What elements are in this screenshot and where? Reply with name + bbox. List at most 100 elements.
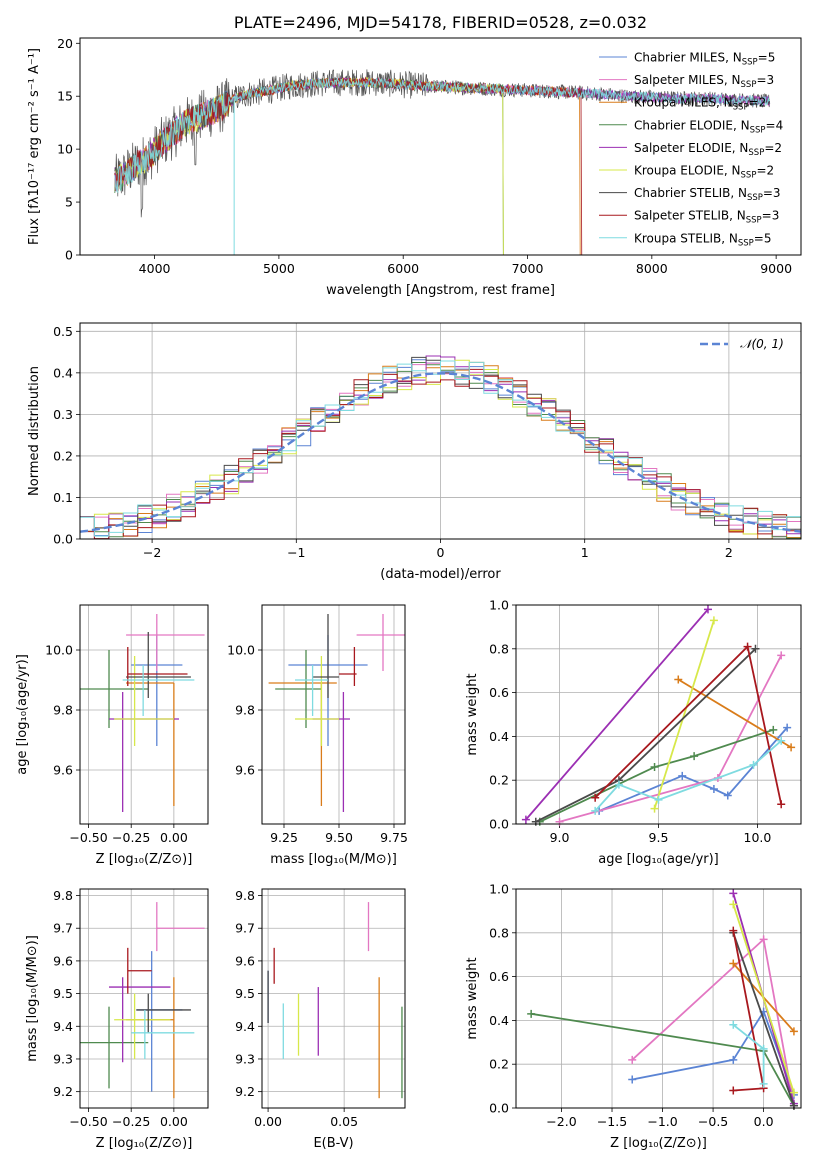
spectrum-plot-area xyxy=(114,69,771,255)
weight_vs_Z-y-tick-label: 1.0 xyxy=(489,882,509,897)
legend-entry-subscript: SSP xyxy=(741,171,757,181)
weight-point-marker xyxy=(749,760,758,769)
spectrum-y-tick-label: 15 xyxy=(57,89,73,104)
legend-entry: Kroupa ELODIE, NSSP=2 xyxy=(634,164,774,181)
legend-entry-label: Chabrier STELIB, N xyxy=(634,186,747,200)
spectrum-frame xyxy=(79,37,802,256)
mass_vs_ebv-y-tick-label: 9.5 xyxy=(235,986,255,1001)
spectrum-x-tick-label: 9000 xyxy=(760,261,792,276)
residual-histogram xyxy=(80,368,801,539)
weight-series-line xyxy=(732,932,795,1107)
legend-entry: Chabrier ELODIE, NSSP=4 xyxy=(634,118,783,135)
weight-point-marker xyxy=(789,1027,798,1036)
weight_vs_age-y-tick-label: 0.0 xyxy=(489,817,509,832)
mass_vs_Z-x-tick-label: 0.00 xyxy=(160,1114,188,1129)
weight-point-marker xyxy=(527,1009,536,1018)
residuals-plot-area xyxy=(80,355,801,539)
weight_vs_Z-frame xyxy=(515,888,802,1109)
weight_vs_age-y-tick-label: 0.8 xyxy=(489,641,509,656)
age_vs_Z-x-tick-label: 0.00 xyxy=(160,830,188,845)
spectrum-model-line xyxy=(114,76,771,193)
spectrum-title: PLATE=2496, MJD=54178, FIBERID=0528, z=0… xyxy=(234,13,647,32)
legend-entry-suffix: =3 xyxy=(762,209,780,223)
spectrum-x-tick-label: 7000 xyxy=(512,261,544,276)
mass_vs_Z-y-tick-label: 9.3 xyxy=(53,1051,73,1066)
weight-point-marker xyxy=(729,1055,738,1064)
weight_vs_age-x-axis-label: age [log₁₀(age/yr)] xyxy=(598,852,719,867)
weight_vs_age-frame xyxy=(515,604,802,825)
mass_vs_ebv-y-tick-label: 9.2 xyxy=(235,1084,255,1099)
spectrum-panel: 4000 5000 6000 7000 8000 9000 0 5 10 15 20 waveleng… xyxy=(27,13,802,298)
age_vs_Z-y-tick-label: 10.0 xyxy=(45,643,73,658)
spectrum-x-tick-label: 6000 xyxy=(387,261,419,276)
weight-point-marker xyxy=(674,675,683,684)
residuals-legend: 𝒩(0, 1) xyxy=(700,337,784,351)
age_vs_mass-x-tick-label: 9.50 xyxy=(325,830,353,845)
spectrum-x-axis-label: wavelength [Angstrom, rest frame] xyxy=(326,283,555,298)
weight_vs_Z-x-tick-label: −2.0 xyxy=(546,1114,576,1129)
weight-point-marker xyxy=(729,900,738,909)
residuals-x-tick-label: 1 xyxy=(581,545,589,560)
spectrum-y-tick-label: 0 xyxy=(65,248,73,263)
mass_vs_Z-y-tick-label: 9.2 xyxy=(53,1084,73,1099)
mass_vs_Z-x-tick-label: −0.50 xyxy=(69,1114,107,1129)
legend-entry: Salpeter ELODIE, NSSP=2 xyxy=(634,141,782,158)
weight_vs_Z-panel: −2.0 −1.5 −1.0 −0.5 0.0 0.0 0.2 0.4 0.6 0.8 1.0 Z [… xyxy=(465,882,802,1151)
weight-point-marker xyxy=(729,926,738,935)
mass_vs_Z-frame xyxy=(79,888,209,1109)
legend-entry-label: Salpeter STELIB, N xyxy=(634,209,746,223)
age_vs_mass-x-axis-label: mass [log₁₀(M/M⊙)] xyxy=(270,852,397,867)
legend-entry-suffix: =4 xyxy=(766,118,784,132)
weight-point-marker xyxy=(729,889,738,898)
mass_vs_ebv-y-tick-label: 9.6 xyxy=(235,953,255,968)
weight-point-marker xyxy=(678,771,687,780)
weight-series-line xyxy=(525,608,709,821)
spectrum-y-tick-label: 20 xyxy=(57,36,73,51)
legend-entry-label: Salpeter ELODIE, N xyxy=(634,141,748,155)
weight_vs_Z-x-axis-label: Z [log₁₀(Z/Z⊙)] xyxy=(610,1136,707,1151)
legend-entry-label: Kroupa STELIB, N xyxy=(634,231,738,245)
weight_vs_Z-y-tick-label: 0.6 xyxy=(489,969,509,984)
legend-entry-subscript: SSP xyxy=(741,80,757,90)
mass_vs_Z-x-tick-label: −0.25 xyxy=(112,1114,150,1129)
legend-entry-label: Chabrier MILES, N xyxy=(634,51,742,65)
age_vs_mass-plot-area xyxy=(268,614,405,812)
weight_vs_age-y-tick-label: 0.6 xyxy=(489,685,509,700)
mass_vs_Z-y-tick-label: 9.8 xyxy=(53,888,73,903)
age_vs_mass-y-tick-label: 10.0 xyxy=(227,643,255,658)
mass_vs_Z-y-axis-label: mass [log₁₀(M/M⊙)] xyxy=(25,935,40,1062)
residuals-panel: −2 −1 0 1 2 0.0 0.1 0.2 0.3 0.4 0.5 (data-model)/er… xyxy=(27,322,802,582)
residuals-x-tick-label: 2 xyxy=(725,545,733,560)
spectrum-x-tick-label: 4000 xyxy=(139,261,171,276)
age_vs_Z-panel: −0.50 −0.25 0.00 9.6 9.8 10.0 Z [log₁₀(Z/Z⊙)] a… xyxy=(15,604,209,867)
legend-entry-suffix: =5 xyxy=(758,51,776,65)
weight-point-marker xyxy=(759,1044,768,1053)
age_vs_Z-y-tick-label: 9.8 xyxy=(53,703,73,718)
weight-point-marker xyxy=(654,795,663,804)
residuals-y-axis-label: Normed distribution xyxy=(27,366,42,496)
weight-point-marker xyxy=(521,815,530,824)
legend-entry-subscript: SSP xyxy=(747,193,763,203)
residuals-frame xyxy=(79,322,802,540)
mass_vs_Z-y-tick-label: 9.7 xyxy=(53,921,73,936)
mass_vs_ebv-x-tick-label: 0.00 xyxy=(254,1114,282,1129)
mass_vs_Z-panel: −0.50 −0.25 0.00 9.2 9.3 9.4 9.5 9.6 9.7 9.8 Z [lo… xyxy=(25,888,209,1151)
residuals-y-tick-label: 0.4 xyxy=(53,365,73,380)
mass_vs_Z-plot-area xyxy=(80,902,205,1099)
weight-point-marker xyxy=(743,642,752,651)
legend-entry-suffix: =2 xyxy=(764,141,782,155)
weight-series-line xyxy=(677,678,792,749)
weight_vs_Z-y-tick-label: 0.8 xyxy=(489,925,509,940)
legend-entry-subscript: SSP xyxy=(733,103,749,113)
weight-point-marker xyxy=(591,793,600,802)
age_vs_Z-y-tick-label: 9.6 xyxy=(53,763,73,778)
age_vs_Z-frame xyxy=(79,604,209,825)
weight-series-line xyxy=(539,728,774,823)
legend-entry-label: Kroupa ELODIE, N xyxy=(634,164,741,178)
weight-point-marker xyxy=(787,743,796,752)
mass_vs_ebv-y-tick-label: 9.4 xyxy=(235,1019,255,1034)
legend-entry-subscript: SSP xyxy=(750,125,766,135)
legend-entry: Kroupa MILES, NSSP=2 xyxy=(634,96,766,113)
weight_vs_age-panel: 9.0 9.5 10.0 0.0 0.2 0.4 0.6 0.8 1.0 age [log₁₀(a… xyxy=(465,598,802,867)
